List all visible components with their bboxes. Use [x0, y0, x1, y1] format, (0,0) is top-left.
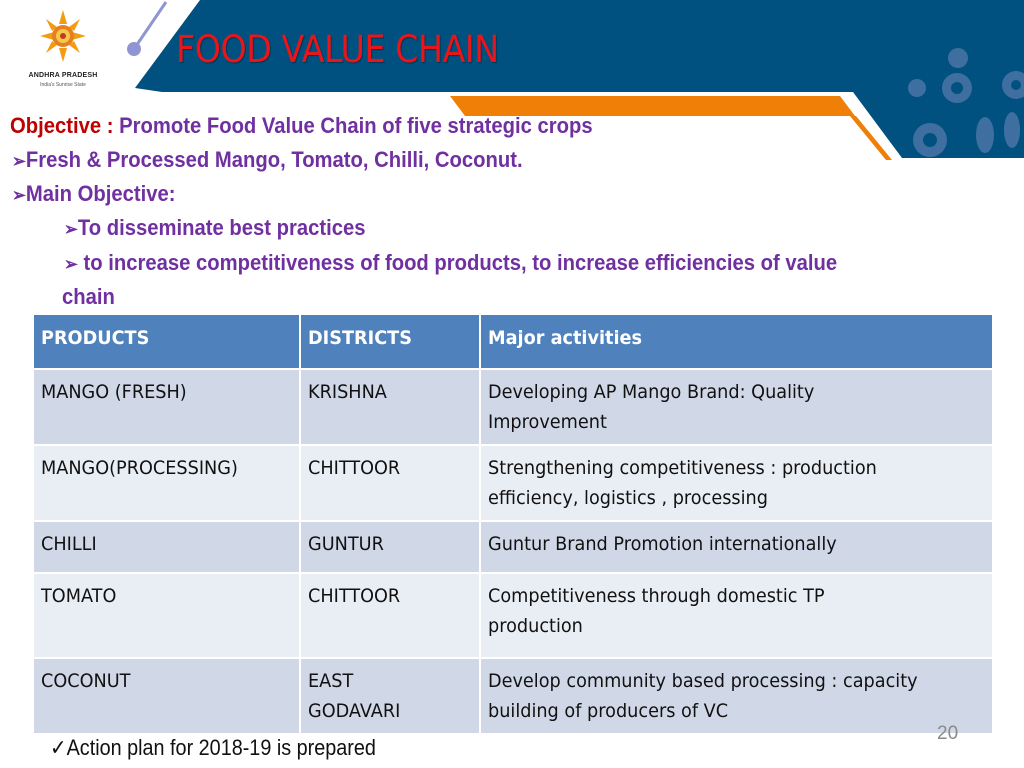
- objective-text: Promote Food Value Chain of five strateg…: [119, 113, 593, 138]
- product-cell: TOMATO: [32, 572, 301, 659]
- action-plan-text: Action plan for 2018-19 is prepared: [66, 735, 376, 760]
- activity-cell: Competitiveness through domestic TP produ…: [479, 572, 994, 659]
- sun-emblem-icon: [40, 10, 86, 62]
- district-cell: CHITTOOR: [299, 572, 481, 659]
- floral-decoration-icon: [908, 48, 1024, 157]
- value-chain-table: PRODUCTS DISTRICTS Major activities MANG…: [32, 313, 994, 735]
- sub-bullet-best-practices: ➢To disseminate best practices: [64, 215, 365, 241]
- sub-bullet-continuation: chain: [62, 284, 115, 309]
- arrow-bullet-icon: ➢: [12, 185, 26, 205]
- table-row: CHILLI GUNTUR Guntur Brand Promotion int…: [32, 520, 994, 574]
- bullet-text: Fresh & Processed Mango, Tomato, Chilli,…: [25, 147, 523, 172]
- table-row: MANGO(PROCESSING) CHITTOOR Strengthening…: [32, 444, 994, 522]
- column-header-districts: DISTRICTS: [299, 313, 481, 370]
- sub-bullet-text: To disseminate best practices: [77, 215, 366, 240]
- activity-cell: Developing AP Mango Brand: Quality Improv…: [479, 368, 994, 446]
- logo-name: ANDHRA PRADESH: [28, 72, 98, 79]
- andhra-pradesh-logo: ANDHRA PRADESH India's Sunrise State: [18, 8, 108, 94]
- activity-cell: Develop community based processing : cap…: [479, 657, 994, 735]
- column-header-products: PRODUCTS: [32, 313, 301, 370]
- action-plan-note: ✓Action plan for 2018-19 is prepared: [50, 735, 376, 761]
- activity-cell: Strengthening competitiveness : producti…: [479, 444, 994, 522]
- arrow-bullet-icon: ➢: [12, 151, 26, 171]
- bullet-main-objective: ➢Main Objective:: [12, 181, 175, 207]
- header-banner: [127, 0, 1024, 160]
- arrow-bullet-icon: ➢: [64, 254, 78, 274]
- product-cell: CHILLI: [32, 520, 301, 574]
- checkmark-icon: ✓: [50, 735, 67, 760]
- page-number: 20: [937, 723, 959, 744]
- objective-line: Objective : Promote Food Value Chain of …: [10, 113, 593, 139]
- district-cell: KRISHNA: [299, 368, 481, 446]
- table-row: TOMATO CHITTOOR Competitiveness through …: [32, 572, 994, 659]
- table-header-row: PRODUCTS DISTRICTS Major activities: [32, 313, 994, 370]
- bullet-crops: ➢Fresh & Processed Mango, Tomato, Chilli…: [12, 147, 523, 173]
- objective-label: Objective :: [10, 113, 114, 138]
- district-cell: GUNTUR: [299, 520, 481, 574]
- column-header-activities: Major activities: [479, 313, 994, 370]
- sub-bullet-competitiveness: ➢ to increase competitiveness of food pr…: [64, 250, 837, 276]
- bullet-text: Main Objective:: [25, 181, 176, 206]
- product-cell: MANGO (FRESH): [32, 368, 301, 446]
- sub-bullet-text: to increase competitiveness of food prod…: [77, 250, 838, 275]
- district-cell: EAST GODAVARI: [299, 657, 481, 735]
- table-row: MANGO (FRESH) KRISHNA Developing AP Mang…: [32, 368, 994, 446]
- product-cell: MANGO(PROCESSING): [32, 444, 301, 522]
- activity-cell: Guntur Brand Promotion internationally: [479, 520, 994, 574]
- table-row: COCONUT EAST GODAVARI Develop community b…: [32, 657, 994, 735]
- slide-title: FOOD VALUE CHAIN: [176, 28, 499, 71]
- logo-tagline: India's Sunrise State: [40, 82, 86, 88]
- arrow-bullet-icon: ➢: [64, 219, 78, 239]
- product-cell: COCONUT: [32, 657, 301, 735]
- district-cell: CHITTOOR: [299, 444, 481, 522]
